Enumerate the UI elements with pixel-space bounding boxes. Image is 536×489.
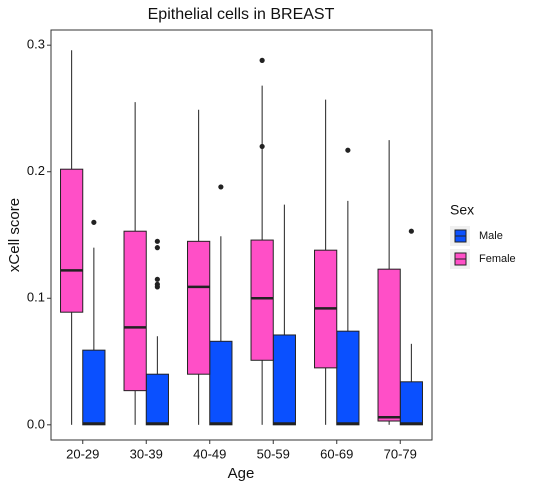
box <box>145 373 169 426</box>
legend-label: Female <box>479 253 516 265</box>
x-tick-label: 40-49 <box>193 446 226 461</box>
box <box>336 330 360 426</box>
outlier <box>259 143 265 150</box>
box <box>82 349 106 426</box>
y-axis-title: xCell score <box>6 198 23 272</box>
plot-panel <box>50 29 433 441</box>
legend-label: Male <box>479 230 503 242</box>
box <box>209 340 233 426</box>
box <box>272 334 296 426</box>
outlier <box>154 245 160 251</box>
y-tick-label: 0.2 <box>27 163 45 178</box>
outlier <box>154 276 160 282</box>
outlier <box>259 57 265 63</box>
outlier <box>345 147 351 153</box>
x-tick-label: 50-59 <box>257 446 290 461</box>
x-tick-label: 30-39 <box>130 446 163 461</box>
box <box>60 168 84 313</box>
box <box>123 230 147 392</box>
x-tick-label: 70-79 <box>384 446 417 461</box>
box <box>187 240 211 375</box>
outlier <box>91 219 97 225</box>
outlier <box>154 284 160 290</box>
box <box>250 239 274 361</box>
outlier <box>408 228 414 234</box>
legend-title: Sex <box>450 202 474 218</box>
x-tick-label: 20-29 <box>66 446 99 461</box>
x-tick-label: 60-69 <box>320 446 353 461</box>
y-tick-label: 0.3 <box>27 37 45 52</box>
outlier <box>218 184 224 190</box>
y-tick-label: 0.0 <box>27 416 45 431</box>
x-axis-title: Age <box>228 465 255 482</box>
y-tick-label: 0.1 <box>27 290 45 305</box>
box <box>377 268 401 422</box>
box <box>399 381 423 426</box>
chart-title: Epithelial cells in BREAST <box>148 6 335 23</box>
outlier <box>154 238 160 244</box>
